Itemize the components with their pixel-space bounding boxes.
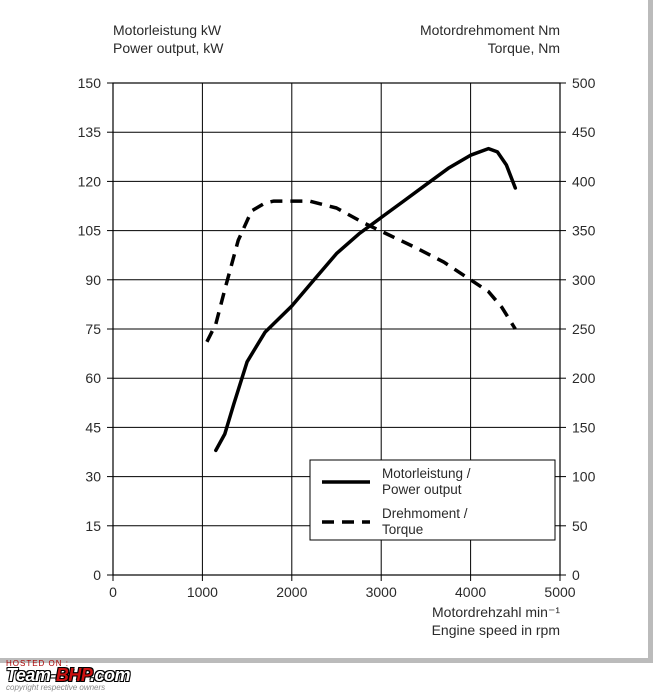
dyno-chart: Motorleistung kW Power output, kW Motordre…: [0, 0, 653, 694]
y-right-label-1: Motordrehmoment Nm: [420, 22, 560, 38]
watermark-brand-b: BHP: [56, 665, 90, 685]
xtick: 4000: [455, 584, 486, 600]
ytick-left: 75: [85, 321, 101, 337]
screenshot-right-border: [648, 0, 653, 662]
ytick-left: 30: [85, 469, 101, 485]
xtick: 1000: [187, 584, 218, 600]
ytick-right: 250: [572, 321, 596, 337]
ytick-right: 400: [572, 173, 596, 189]
ytick-left: 15: [85, 518, 101, 534]
ytick-left: 105: [78, 223, 102, 239]
legend-label: Motorleistung /: [382, 466, 471, 481]
watermark-brand-suffix: .com: [90, 665, 130, 685]
ytick-left: 120: [78, 173, 102, 189]
legend-label: Power output: [382, 482, 462, 497]
ytick-right: 100: [572, 469, 596, 485]
y-right-label-2: Torque, Nm: [488, 40, 560, 56]
xtick: 2000: [276, 584, 307, 600]
ytick-left: 45: [85, 419, 101, 435]
watermark: HOSTED ON : Team-BHP.com copyright respe…: [0, 655, 136, 694]
chart-container: Motorleistung kW Power output, kW Motordre…: [0, 0, 653, 694]
y-left-label-2: Power output, kW: [113, 40, 224, 56]
x-label-2: Engine speed in rpm: [432, 622, 560, 638]
ytick-left: 90: [85, 272, 101, 288]
ytick-right: 0: [572, 567, 580, 583]
ytick-right: 500: [572, 75, 596, 91]
ytick-left: 0: [93, 567, 101, 583]
xtick: 3000: [366, 584, 397, 600]
ytick-right: 300: [572, 272, 596, 288]
ytick-right: 450: [572, 124, 596, 140]
watermark-brand: Team-BHP.com: [6, 666, 130, 684]
watermark-brand-a: Team-: [6, 665, 56, 685]
ytick-right: 350: [572, 223, 596, 239]
legend-label: Drehmoment /: [382, 506, 468, 521]
xtick: 0: [109, 584, 117, 600]
y-left-label-1: Motorleistung kW: [113, 22, 222, 38]
xtick: 5000: [544, 584, 575, 600]
ytick-left: 135: [78, 124, 102, 140]
ytick-left: 150: [78, 75, 102, 91]
ytick-left: 60: [85, 370, 101, 386]
ytick-right: 200: [572, 370, 596, 386]
legend-label: Torque: [382, 522, 423, 537]
x-label-1: Motordrehzahl min⁻¹: [432, 604, 560, 620]
ytick-right: 50: [572, 518, 588, 534]
watermark-sub: copyright respective owners: [6, 684, 130, 692]
ytick-right: 150: [572, 419, 596, 435]
